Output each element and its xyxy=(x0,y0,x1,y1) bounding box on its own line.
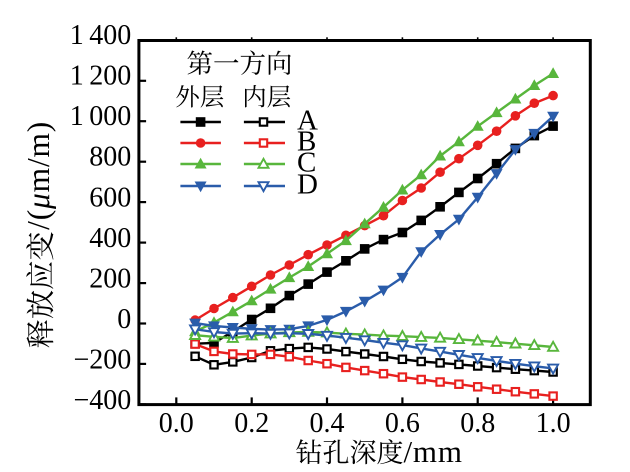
svg-text:600: 600 xyxy=(89,182,131,213)
svg-text:C: C xyxy=(297,147,316,179)
svg-text:−200: −200 xyxy=(74,345,132,376)
svg-text:0.2: 0.2 xyxy=(234,408,269,439)
svg-text:1 000: 1 000 xyxy=(70,101,132,132)
svg-text:400: 400 xyxy=(89,223,131,254)
svg-text:1 400: 1 400 xyxy=(70,20,132,51)
svg-text:0: 0 xyxy=(117,304,131,335)
svg-text:0.0: 0.0 xyxy=(159,408,194,439)
svg-text:A: A xyxy=(297,105,318,137)
svg-text:−400: −400 xyxy=(74,385,132,416)
svg-text:1.0: 1.0 xyxy=(536,408,571,439)
svg-text:800: 800 xyxy=(89,142,131,173)
svg-text:200: 200 xyxy=(89,263,131,294)
svg-text:/mm: /mm xyxy=(404,434,463,469)
svg-text:1 200: 1 200 xyxy=(70,61,132,92)
svg-text:0.6: 0.6 xyxy=(385,408,420,439)
svg-text:0.4: 0.4 xyxy=(310,408,345,439)
svg-text:0.8: 0.8 xyxy=(460,408,495,439)
svg-text:/(μm/m): /(μm/m) xyxy=(21,121,56,230)
svg-text:B: B xyxy=(297,126,316,158)
svg-text:D: D xyxy=(297,169,318,201)
